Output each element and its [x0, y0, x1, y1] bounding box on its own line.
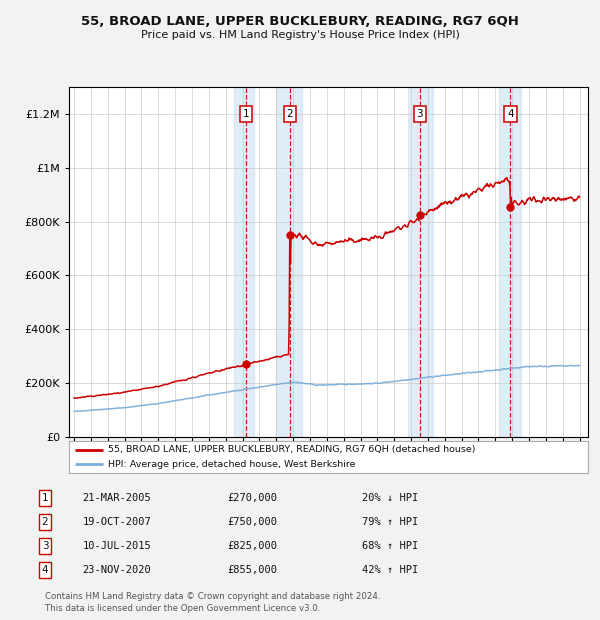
Text: 42% ↑ HPI: 42% ↑ HPI: [362, 565, 418, 575]
Bar: [276, 87, 302, 437]
Text: £270,000: £270,000: [227, 493, 277, 503]
Text: 79% ↑ HPI: 79% ↑ HPI: [362, 517, 418, 527]
Bar: [407, 87, 433, 437]
Text: 10-JUL-2015: 10-JUL-2015: [83, 541, 151, 551]
Text: Price paid vs. HM Land Registry's House Price Index (HPI): Price paid vs. HM Land Registry's House …: [140, 30, 460, 40]
Text: Contains HM Land Registry data © Crown copyright and database right 2024.
This d: Contains HM Land Registry data © Crown c…: [45, 591, 380, 613]
Text: 1: 1: [243, 108, 250, 119]
Bar: [499, 87, 521, 437]
Text: 23-NOV-2020: 23-NOV-2020: [83, 565, 151, 575]
Text: 20% ↓ HPI: 20% ↓ HPI: [362, 493, 418, 503]
Text: 4: 4: [507, 108, 514, 119]
Text: 55, BROAD LANE, UPPER BUCKLEBURY, READING, RG7 6QH (detached house): 55, BROAD LANE, UPPER BUCKLEBURY, READIN…: [108, 445, 475, 454]
Text: 19-OCT-2007: 19-OCT-2007: [83, 517, 151, 527]
Text: 2: 2: [286, 108, 293, 119]
Text: 4: 4: [41, 565, 49, 575]
Text: 55, BROAD LANE, UPPER BUCKLEBURY, READING, RG7 6QH: 55, BROAD LANE, UPPER BUCKLEBURY, READIN…: [81, 16, 519, 28]
Text: HPI: Average price, detached house, West Berkshire: HPI: Average price, detached house, West…: [108, 459, 355, 469]
Text: 3: 3: [41, 541, 49, 551]
Text: £825,000: £825,000: [227, 541, 277, 551]
Text: 2: 2: [41, 517, 49, 527]
Text: 3: 3: [416, 108, 423, 119]
Text: £855,000: £855,000: [227, 565, 277, 575]
Text: 68% ↑ HPI: 68% ↑ HPI: [362, 541, 418, 551]
Text: 21-MAR-2005: 21-MAR-2005: [83, 493, 151, 503]
Bar: [234, 87, 254, 437]
Text: £750,000: £750,000: [227, 517, 277, 527]
Text: 1: 1: [41, 493, 49, 503]
